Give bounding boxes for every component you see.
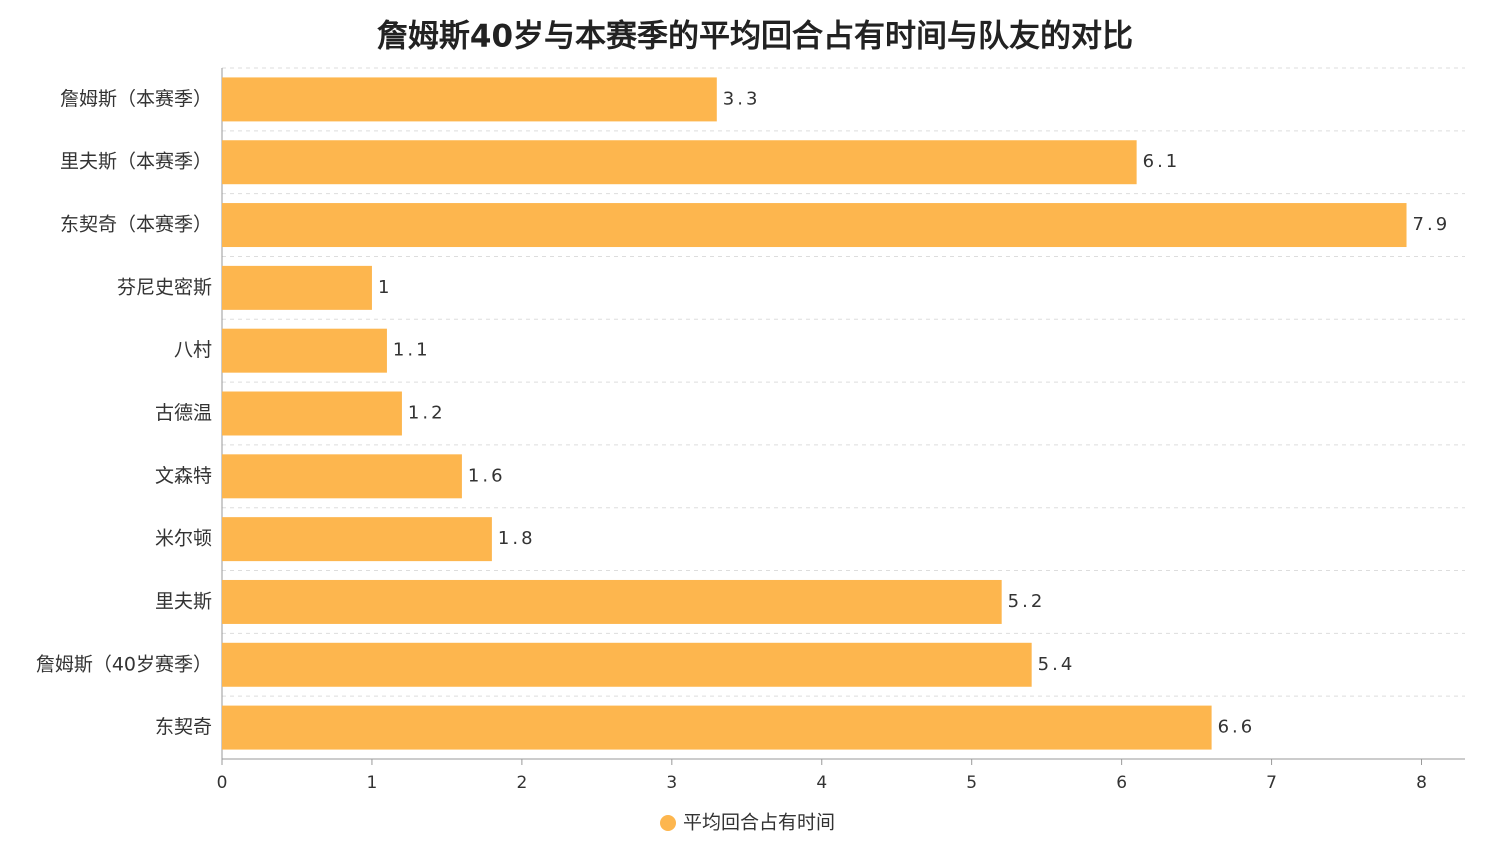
bar [222,579,1002,624]
y-tick-label: 芬尼史密斯 [117,276,212,298]
y-tick-label: 东契奇（本赛季） [60,214,212,236]
y-tick-label: 文森特 [155,465,212,487]
bar [222,140,1137,185]
x-tick-label: 2 [516,773,527,793]
legend-marker [660,815,676,831]
x-tick-label: 1 [367,773,378,793]
x-tick-label: 4 [816,773,827,793]
value-label: 1.2 [408,403,446,424]
bar [222,705,1212,750]
bar [222,328,387,373]
bar [222,265,372,310]
bar [222,391,402,436]
legend-label: 平均回合占有时间 [683,812,835,834]
value-label: 6.6 [1218,717,1256,738]
x-tick-label: 5 [966,773,977,793]
value-label: 3.3 [723,88,761,109]
bar [222,454,462,499]
value-label: 1 [378,277,392,298]
value-label: 1.8 [498,528,536,549]
x-tick-label: 7 [1266,773,1277,793]
bar [222,517,492,562]
y-tick-label: 詹姆斯（40岁赛季） [36,653,212,675]
bar [222,77,717,122]
x-tick-label: 8 [1416,773,1427,793]
value-label: 5.2 [1008,591,1046,612]
y-tick-label: 詹姆斯（本赛季） [60,88,212,110]
y-tick-label: 里夫斯（本赛季） [60,151,212,173]
value-label: 6.1 [1143,151,1181,172]
bar [222,642,1032,687]
value-label: 1.6 [468,465,506,486]
x-tick-label: 6 [1116,773,1127,793]
x-tick-label: 3 [666,773,677,793]
bar [222,203,1407,248]
y-tick-label: 东契奇 [155,716,212,738]
value-label: 7.9 [1413,214,1451,235]
x-tick-label: 0 [217,773,228,793]
y-tick-label: 八村 [174,339,212,361]
value-label: 5.4 [1038,654,1076,675]
y-tick-label: 米尔顿 [155,528,212,550]
y-tick-label: 古德温 [155,402,212,424]
y-tick-label: 里夫斯 [155,590,212,612]
chart-title: 詹姆斯40岁与本赛季的平均回合占有时间与队友的对比 [377,19,1133,55]
value-label: 1.1 [393,340,431,361]
